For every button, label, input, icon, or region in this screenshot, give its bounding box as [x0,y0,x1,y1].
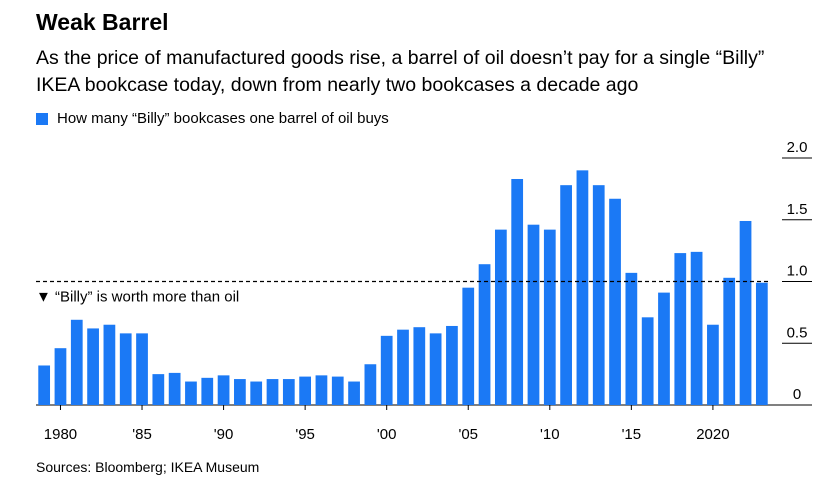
bar-1993 [266,379,279,405]
bar-1994 [282,379,295,405]
bar-2004 [446,325,458,405]
y-tick-label-0.5: 0.5 [787,324,808,341]
bar-2006 [478,264,491,405]
bar-1986 [152,374,165,405]
bar-2001 [397,329,409,405]
bar-2023 [755,282,768,405]
x-tick-label-2020: 2020 [696,426,729,443]
bar-1997 [331,376,344,405]
bar-2021 [723,277,736,405]
x-tick-label-'95: '95 [295,426,315,443]
bar-2022 [739,220,752,405]
source-note: Sources: Bloomberg; IKEA Museum [36,459,260,475]
bar-2015 [625,272,638,405]
legend-swatch [36,112,48,125]
x-tick-label-1980: 1980 [44,426,77,443]
chart-subtitle: As the price of manufactured goods rise,… [36,47,765,96]
reference-line-label: ▼ “Billy” is worth more than oil [36,289,239,306]
y-tick-label-0: 0 [793,386,801,403]
bar-1998 [348,381,360,405]
bars [38,170,768,405]
bar-2005 [462,287,475,405]
y-tick-label-1.0: 1.0 [787,263,808,280]
bar-2013 [592,185,605,405]
bar-1988 [185,381,197,405]
bar-2003 [429,333,442,405]
bar-1981 [70,319,83,405]
bar-2008 [511,178,524,405]
bar-1987 [168,372,181,405]
legend: How many “Billy” bookcases one barrel of… [36,110,389,127]
x-tick-labels: 1980 '85 '90 '95 '00 '05 '10 '15 2020 [44,405,730,443]
bar-2018 [674,253,687,405]
bar-1979 [38,365,51,405]
legend-label: How many “Billy” bookcases one barrel of… [57,110,389,127]
y-tick-label-1.5: 1.5 [787,201,808,218]
bar-1999 [364,364,377,405]
bar-2010 [543,229,556,405]
bar-2000 [380,335,393,405]
bar-2007 [494,229,507,405]
bar-2019 [690,251,703,405]
chart-title: Weak Barrel [36,9,169,35]
bar-1985 [136,333,148,405]
bar-2002 [413,327,426,405]
reference-line-group: ▼ “Billy” is worth more than oil [36,280,770,306]
bar-2020 [707,324,719,405]
x-tick-label-'10: '10 [540,426,560,443]
bar-1989 [201,377,214,405]
bar-1996 [315,375,328,405]
bar-1995 [299,376,312,405]
bar-1983 [103,324,116,405]
bar-2016 [641,317,654,405]
y-tick-labels: 0 0.5 1.0 1.5 2.0 [787,139,808,403]
bar-2011 [560,185,572,405]
x-tick-label-'15: '15 [622,426,642,443]
x-tick-label-'90: '90 [214,426,234,443]
x-tick-label-'85: '85 [132,426,152,443]
bar-1984 [119,333,132,405]
bar-1982 [87,328,99,405]
bar-2017 [658,292,670,405]
x-tick-label-'00: '00 [377,426,397,443]
bar-1991 [234,379,246,405]
bar-1980 [54,348,67,405]
bar-2014 [609,198,621,405]
bar-2012 [576,170,589,405]
x-tick-label-'05: '05 [458,426,478,443]
y-tick-label-2.0: 2.0 [787,139,808,156]
bar-1990 [217,375,230,405]
bar-1992 [250,381,263,405]
bar-2009 [527,224,540,405]
